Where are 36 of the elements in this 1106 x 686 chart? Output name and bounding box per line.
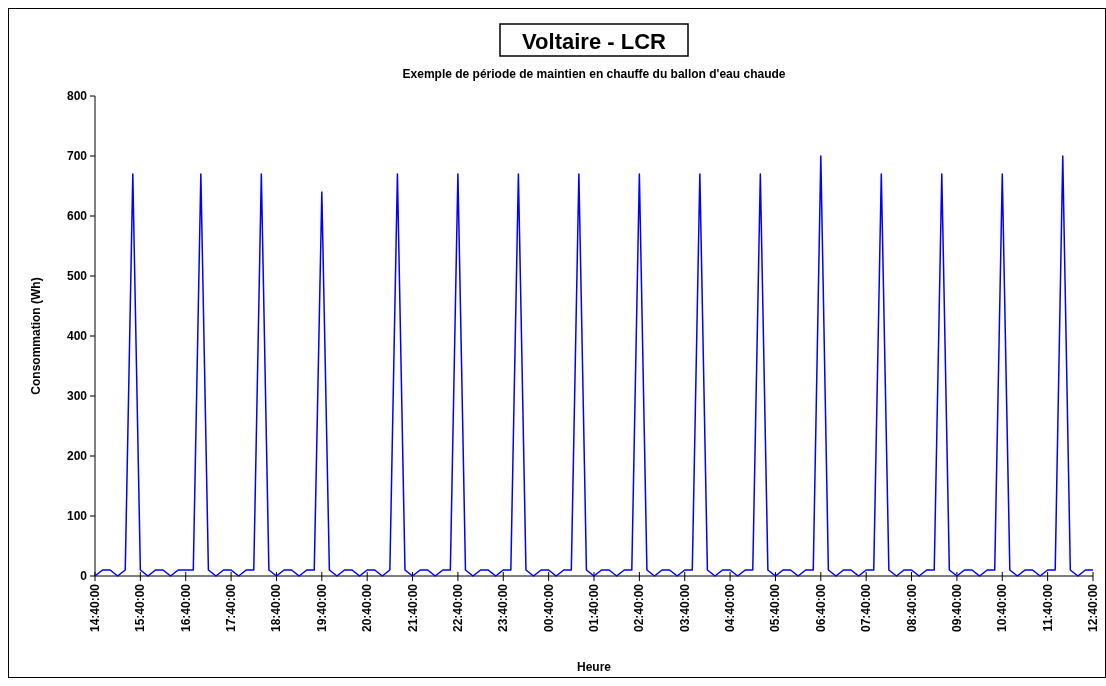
x-tick-label: 08:40:00 bbox=[904, 583, 919, 633]
x-tick-label: 06:40:00 bbox=[813, 583, 828, 633]
y-tick-label: 200 bbox=[66, 449, 88, 463]
y-tick-label: 400 bbox=[66, 329, 88, 343]
chart-subtitle: Exemple de période de maintien en chauffe du ballon d'eau chaude bbox=[402, 67, 786, 81]
x-tick-label: 00:40:00 bbox=[541, 583, 556, 633]
y-axis-title: Consommation (Wh) bbox=[29, 277, 43, 395]
x-tick-label: 12:40:00 bbox=[1086, 583, 1100, 633]
x-tick-label: 01:40:00 bbox=[587, 583, 601, 633]
y-tick-label: 800 bbox=[66, 89, 88, 103]
x-tick-label: 21:40:00 bbox=[405, 583, 420, 633]
x-tick-label: 10:40:00 bbox=[995, 583, 1010, 633]
x-axis-title: Heure bbox=[576, 660, 612, 674]
x-tick-label: 19:40:00 bbox=[314, 583, 329, 633]
y-tick-label: 0 bbox=[80, 569, 88, 583]
y-tick-label: 300 bbox=[66, 389, 88, 403]
y-tick-label: 600 bbox=[66, 209, 88, 223]
x-tick-label: 23:40:00 bbox=[496, 583, 511, 633]
x-tick-label: 15:40:00 bbox=[133, 583, 148, 633]
x-tick-label: 14:40:00 bbox=[88, 583, 102, 633]
x-tick-label: 18:40:00 bbox=[269, 583, 284, 633]
x-tick-label: 07:40:00 bbox=[859, 583, 874, 633]
x-tick-label: 16:40:00 bbox=[178, 583, 193, 633]
x-tick-label: 20:40:00 bbox=[360, 583, 375, 633]
x-tick-label: 17:40:00 bbox=[224, 583, 239, 633]
y-tick-label: 100 bbox=[66, 509, 88, 523]
x-tick-label: 11:40:00 bbox=[1040, 583, 1055, 632]
x-tick-label: 05:40:00 bbox=[768, 583, 783, 633]
x-tick-label: 03:40:00 bbox=[677, 583, 692, 633]
x-tick-label: 09:40:00 bbox=[949, 583, 964, 633]
x-tick-label: 04:40:00 bbox=[723, 583, 738, 633]
y-tick-label: 700 bbox=[66, 149, 88, 163]
x-tick-label: 22:40:00 bbox=[450, 583, 465, 633]
x-tick-label: 02:40:00 bbox=[632, 583, 647, 633]
y-tick-label: 500 bbox=[66, 269, 88, 283]
chart-title: Voltaire - LCR bbox=[522, 29, 667, 54]
